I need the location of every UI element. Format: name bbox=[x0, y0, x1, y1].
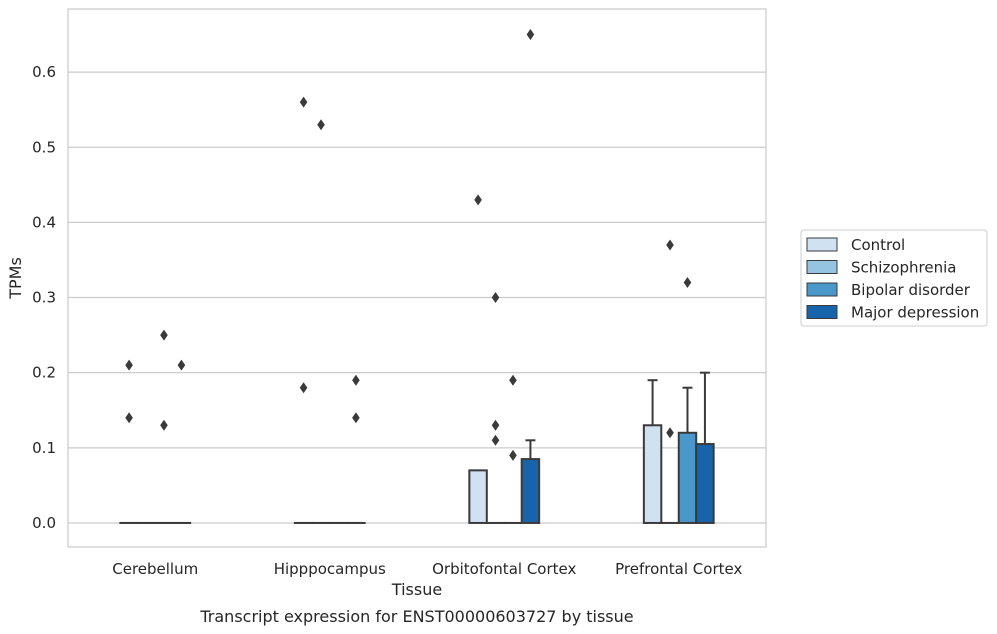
outlier-point bbox=[160, 329, 168, 341]
y-tick-label: 0.3 bbox=[32, 289, 56, 307]
outlier-point bbox=[125, 412, 133, 424]
outlier-point bbox=[526, 29, 535, 41]
bar bbox=[468, 469, 488, 524]
grid-lines bbox=[68, 71, 766, 524]
outlier-points bbox=[125, 29, 692, 461]
outlier-point bbox=[509, 374, 517, 386]
legend-label: Bipolar disorder bbox=[851, 281, 971, 299]
outlier-point bbox=[666, 239, 674, 251]
legend: Control Schizophrenia Bipolar disorder Majo… bbox=[800, 229, 988, 327]
outlier-point bbox=[352, 374, 360, 386]
outlier-point bbox=[352, 412, 360, 424]
bar bbox=[695, 443, 715, 524]
outlier-point bbox=[177, 359, 186, 371]
x-tick-label: Prefrontal Cortex bbox=[615, 560, 742, 578]
x-tick-label: Cerebellum bbox=[112, 560, 198, 578]
x-axis-label: Tissue bbox=[391, 580, 442, 599]
outlier-point bbox=[160, 419, 168, 431]
legend-swatch bbox=[806, 260, 838, 274]
bar bbox=[642, 424, 663, 524]
outlier-point bbox=[509, 449, 517, 461]
y-tick-label: 0.6 bbox=[32, 63, 56, 81]
outlier-point bbox=[491, 292, 500, 304]
y-tick-label: 0.1 bbox=[32, 439, 56, 457]
bar bbox=[677, 431, 698, 524]
x-tick-label: Hipppocampus bbox=[274, 560, 386, 578]
outlier-point bbox=[317, 119, 325, 131]
legend-label: Control bbox=[851, 236, 905, 254]
outlier-point bbox=[299, 96, 308, 108]
chart-caption: Transcript expression for ENST0000060372… bbox=[199, 607, 633, 626]
outlier-point bbox=[125, 359, 133, 371]
legend-label: Schizophrenia bbox=[851, 259, 956, 277]
legend-frame bbox=[800, 229, 988, 327]
error-bars bbox=[525, 371, 710, 460]
legend-label: Major depression bbox=[851, 304, 979, 322]
legend-swatch bbox=[806, 282, 838, 297]
bar bbox=[520, 458, 541, 524]
y-tick-label: 0.0 bbox=[32, 514, 56, 532]
y-tick-label: 0.4 bbox=[32, 213, 56, 231]
x-tick-label: Orbitofontal Cortex bbox=[432, 560, 576, 578]
outlier-point bbox=[683, 277, 692, 289]
legend-swatch bbox=[806, 305, 838, 319]
plot-frame bbox=[67, 8, 767, 548]
x-axis-ticks: Cerebellum Hipppocampus Orbitofontal Corte… bbox=[112, 560, 742, 578]
outlier-point bbox=[299, 382, 308, 394]
outlier-point bbox=[491, 419, 500, 431]
bars bbox=[119, 424, 715, 524]
y-tick-label: 0.5 bbox=[32, 138, 56, 156]
y-axis-label: TPMs bbox=[6, 257, 25, 300]
outlier-point bbox=[474, 194, 482, 206]
y-axis-ticks: 0.0 0.1 0.2 0.3 0.4 0.5 0.6 bbox=[32, 63, 56, 532]
legend-swatch bbox=[806, 237, 838, 252]
outlier-point bbox=[666, 427, 674, 439]
outlier-point bbox=[491, 434, 500, 446]
y-tick-label: 0.2 bbox=[32, 364, 56, 382]
